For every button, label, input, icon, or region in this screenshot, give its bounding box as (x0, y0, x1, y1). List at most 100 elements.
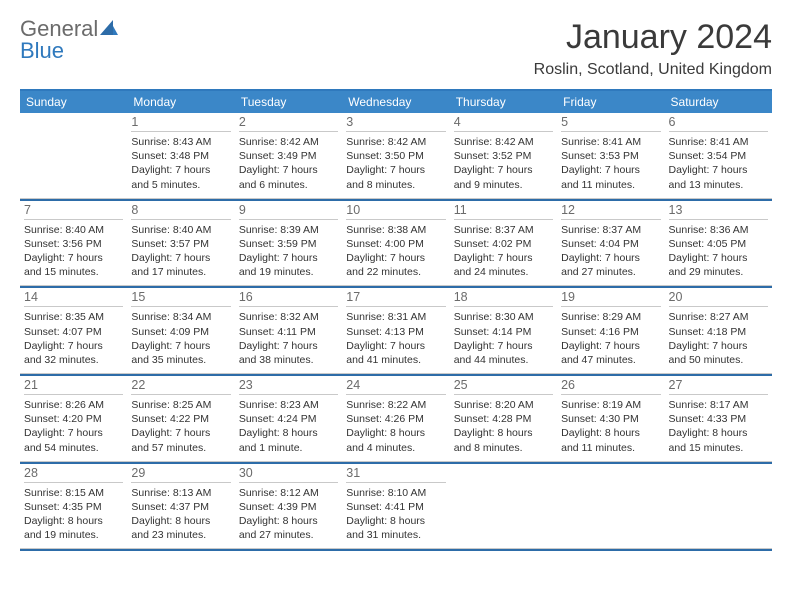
sunset-text: Sunset: 3:59 PM (239, 237, 338, 251)
day-info: Sunrise: 8:25 AMSunset: 4:22 PMDaylight:… (131, 398, 230, 455)
sunset-text: Sunset: 4:33 PM (669, 412, 768, 426)
day-info: Sunrise: 8:12 AMSunset: 4:39 PMDaylight:… (239, 486, 338, 543)
sunrise-text: Sunrise: 8:20 AM (454, 398, 553, 412)
daylight-text: Daylight: 7 hours (24, 251, 123, 265)
daylight-text: and 11 minutes. (561, 178, 660, 192)
sunrise-text: Sunrise: 8:29 AM (561, 310, 660, 324)
daylight-text: and 15 minutes. (24, 265, 123, 279)
sunset-text: Sunset: 4:09 PM (131, 325, 230, 339)
daylight-text: and 22 minutes. (346, 265, 445, 279)
daylight-text: Daylight: 7 hours (561, 339, 660, 353)
sunset-text: Sunset: 4:14 PM (454, 325, 553, 339)
sunrise-text: Sunrise: 8:10 AM (346, 486, 445, 500)
day-cell (665, 464, 772, 550)
day-number: 22 (131, 378, 230, 395)
sunrise-text: Sunrise: 8:22 AM (346, 398, 445, 412)
daylight-text: and 13 minutes. (669, 178, 768, 192)
logo: General Blue (20, 18, 118, 62)
daylight-text: Daylight: 7 hours (239, 251, 338, 265)
sunrise-text: Sunrise: 8:34 AM (131, 310, 230, 324)
sunrise-text: Sunrise: 8:37 AM (454, 223, 553, 237)
day-cell: 18Sunrise: 8:30 AMSunset: 4:14 PMDayligh… (450, 288, 557, 374)
day-info: Sunrise: 8:39 AMSunset: 3:59 PMDaylight:… (239, 223, 338, 280)
day-number: 28 (24, 466, 123, 483)
daylight-text: Daylight: 7 hours (561, 163, 660, 177)
sunset-text: Sunset: 4:28 PM (454, 412, 553, 426)
daylight-text: and 6 minutes. (239, 178, 338, 192)
sunrise-text: Sunrise: 8:39 AM (239, 223, 338, 237)
weekday-header: Saturday (665, 91, 772, 113)
daylight-text: Daylight: 7 hours (24, 426, 123, 440)
day-cell: 14Sunrise: 8:35 AMSunset: 4:07 PMDayligh… (20, 288, 127, 374)
day-cell: 2Sunrise: 8:42 AMSunset: 3:49 PMDaylight… (235, 113, 342, 199)
day-info: Sunrise: 8:31 AMSunset: 4:13 PMDaylight:… (346, 310, 445, 367)
weekday-header: Thursday (450, 91, 557, 113)
sunset-text: Sunset: 3:57 PM (131, 237, 230, 251)
sunrise-text: Sunrise: 8:38 AM (346, 223, 445, 237)
day-cell: 11Sunrise: 8:37 AMSunset: 4:02 PMDayligh… (450, 201, 557, 287)
day-number: 9 (239, 203, 338, 220)
daylight-text: and 11 minutes. (561, 441, 660, 455)
day-number: 26 (561, 378, 660, 395)
day-info: Sunrise: 8:35 AMSunset: 4:07 PMDaylight:… (24, 310, 123, 367)
sail-icon (100, 18, 118, 40)
day-cell: 26Sunrise: 8:19 AMSunset: 4:30 PMDayligh… (557, 376, 664, 462)
day-cell: 21Sunrise: 8:26 AMSunset: 4:20 PMDayligh… (20, 376, 127, 462)
day-info: Sunrise: 8:32 AMSunset: 4:11 PMDaylight:… (239, 310, 338, 367)
day-number: 12 (561, 203, 660, 220)
sunset-text: Sunset: 4:04 PM (561, 237, 660, 251)
sunset-text: Sunset: 3:50 PM (346, 149, 445, 163)
day-info: Sunrise: 8:38 AMSunset: 4:00 PMDaylight:… (346, 223, 445, 280)
sunrise-text: Sunrise: 8:23 AM (239, 398, 338, 412)
day-info: Sunrise: 8:36 AMSunset: 4:05 PMDaylight:… (669, 223, 768, 280)
day-cell: 10Sunrise: 8:38 AMSunset: 4:00 PMDayligh… (342, 201, 449, 287)
week-row: 21Sunrise: 8:26 AMSunset: 4:20 PMDayligh… (20, 376, 772, 464)
sunrise-text: Sunrise: 8:37 AM (561, 223, 660, 237)
logo-text-block: General Blue (20, 18, 118, 62)
sunset-text: Sunset: 4:22 PM (131, 412, 230, 426)
daylight-text: and 57 minutes. (131, 441, 230, 455)
day-cell: 16 Sunrise: 8:32 AMSunset: 4:11 PMDayligh… (235, 288, 342, 374)
daylight-text: Daylight: 7 hours (24, 339, 123, 353)
day-number: 16 (239, 290, 338, 307)
daylight-text: and 8 minutes. (454, 441, 553, 455)
day-cell: 28Sunrise: 8:15 AMSunset: 4:35 PMDayligh… (20, 464, 127, 550)
day-cell: 1Sunrise: 8:43 AMSunset: 3:48 PMDaylight… (127, 113, 234, 199)
daylight-text: Daylight: 7 hours (669, 163, 768, 177)
week-row: 28Sunrise: 8:15 AMSunset: 4:35 PMDayligh… (20, 464, 772, 552)
sunrise-text: Sunrise: 8:42 AM (346, 135, 445, 149)
sunset-text: Sunset: 4:07 PM (24, 325, 123, 339)
day-cell: 4Sunrise: 8:42 AMSunset: 3:52 PMDaylight… (450, 113, 557, 199)
sunset-text: Sunset: 3:48 PM (131, 149, 230, 163)
daylight-text: and 35 minutes. (131, 353, 230, 367)
daylight-text: Daylight: 8 hours (669, 426, 768, 440)
daylight-text: Daylight: 8 hours (24, 514, 123, 528)
sunrise-text: Sunrise: 8:42 AM (454, 135, 553, 149)
sunset-text: Sunset: 4:37 PM (131, 500, 230, 514)
sunrise-text: Sunrise: 8:30 AM (454, 310, 553, 324)
daylight-text: and 32 minutes. (24, 353, 123, 367)
daylight-text: and 41 minutes. (346, 353, 445, 367)
daylight-text: and 23 minutes. (131, 528, 230, 542)
day-cell: 31Sunrise: 8:10 AMSunset: 4:41 PMDayligh… (342, 464, 449, 550)
daylight-text: and 44 minutes. (454, 353, 553, 367)
daylight-text: and 17 minutes. (131, 265, 230, 279)
day-info: Sunrise: 8:10 AMSunset: 4:41 PMDaylight:… (346, 486, 445, 543)
daylight-text: Daylight: 7 hours (346, 251, 445, 265)
day-number: 17 (346, 290, 445, 307)
daylight-text: Daylight: 8 hours (131, 514, 230, 528)
sunset-text: Sunset: 4:39 PM (239, 500, 338, 514)
day-info: Sunrise: 8:23 AMSunset: 4:24 PMDaylight:… (239, 398, 338, 455)
sunset-text: Sunset: 4:02 PM (454, 237, 553, 251)
daylight-text: Daylight: 7 hours (454, 163, 553, 177)
daylight-text: Daylight: 8 hours (239, 514, 338, 528)
daylight-text: Daylight: 7 hours (454, 339, 553, 353)
sunrise-text: Sunrise: 8:31 AM (346, 310, 445, 324)
sunrise-text: Sunrise: 8:12 AM (239, 486, 338, 500)
day-number: 25 (454, 378, 553, 395)
sunrise-text: Sunrise: 8:36 AM (669, 223, 768, 237)
day-info: Sunrise: 8:40 AMSunset: 3:56 PMDaylight:… (24, 223, 123, 280)
day-info: Sunrise: 8:37 AMSunset: 4:04 PMDaylight:… (561, 223, 660, 280)
day-cell: 25Sunrise: 8:20 AMSunset: 4:28 PMDayligh… (450, 376, 557, 462)
day-number: 1 (131, 115, 230, 132)
